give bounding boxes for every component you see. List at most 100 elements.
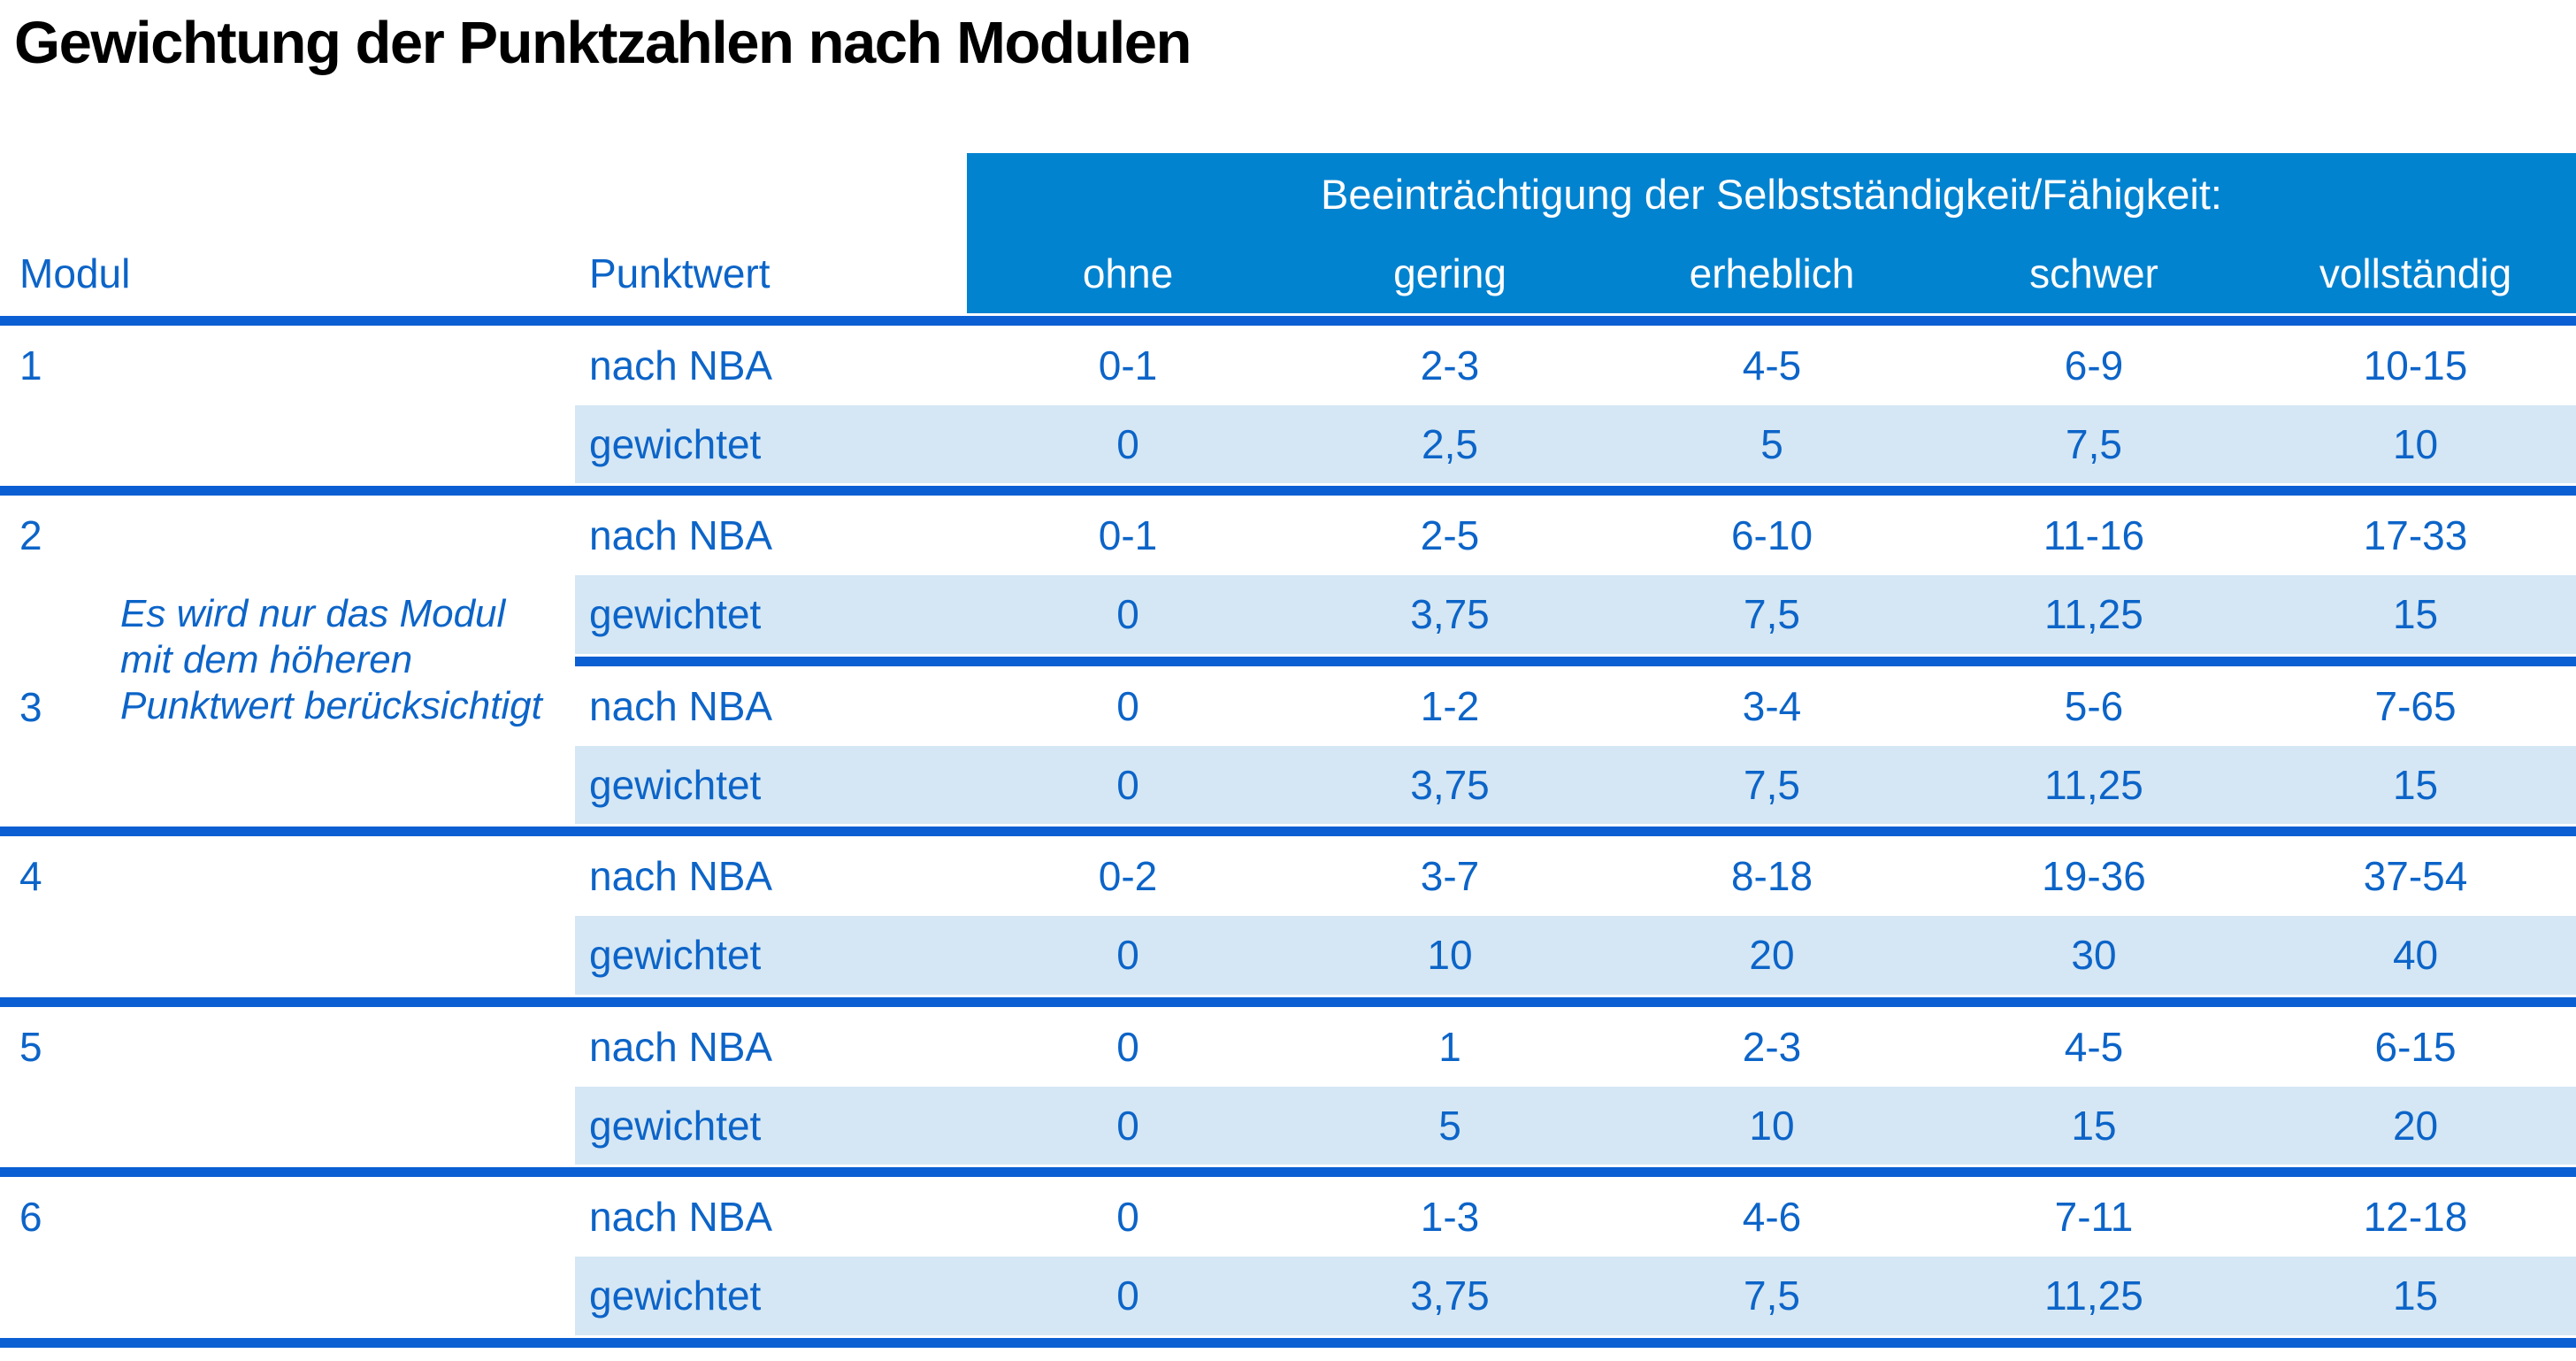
separator-rule	[0, 312, 2576, 326]
table-row-m1-nba: 1 nach NBA 0-1 2-3 4-5 6-9 10-15	[0, 326, 2576, 405]
value-cell: 11,25	[1933, 1257, 2255, 1336]
value-cell: 5	[1289, 1086, 1611, 1166]
value-cell: 7,5	[1611, 575, 1933, 655]
table-row-m6-nba: 6 nach NBA 0 1-3 4-6 7-11 12-18	[0, 1177, 2576, 1257]
column-header-punktwert: Punktwert	[589, 250, 770, 297]
value-cell: 2-3	[1420, 342, 1480, 388]
module-number: 6	[0, 1177, 575, 1336]
value-cell: 20	[1611, 916, 1933, 996]
value-cell: 10	[2255, 404, 2576, 485]
value-cell: 6-10	[1730, 512, 1813, 558]
row-type-label: nach NBA	[589, 682, 773, 729]
value-cell: 0	[1116, 1194, 1139, 1240]
module-number-label: 4	[19, 853, 42, 899]
value-cell: 11,25	[1933, 745, 2255, 826]
value-cell: 0-1	[1098, 512, 1158, 558]
column-header-vollstaendig: vollständig	[2255, 235, 2576, 314]
value-cell: 3,75	[1289, 1257, 1611, 1336]
column-header-ohne: ohne	[967, 235, 1289, 314]
row-type-label: gewichtet	[575, 1086, 967, 1166]
value-cell: 15	[2255, 745, 2576, 826]
module-number: 1	[0, 326, 575, 485]
value-cell: 20	[2255, 1086, 2576, 1166]
note-line: Es wird nur das Modul	[120, 592, 506, 635]
value-cell: 0	[967, 575, 1289, 655]
row-type-label: gewichtet	[575, 916, 967, 996]
table-row-m2-nba: 2 3 Es wird nur das Modul mit dem höhere…	[0, 496, 2576, 730]
value-cell: 0	[967, 745, 1289, 826]
row-type-label: gewichtet	[575, 404, 967, 485]
value-cell: 4-5	[1742, 342, 1802, 388]
table-row-m3-nba: nach NBA 0 1-2 3-4 5-6 7-65	[0, 666, 2576, 746]
column-header-row: Modul Punktwert ohne gering erheblich sc…	[0, 235, 2576, 314]
value-cell: 0	[1116, 1023, 1139, 1070]
value-cell: 7,5	[1933, 404, 2255, 485]
module-number-label: 3	[19, 684, 42, 730]
module-number-label: 6	[19, 1194, 42, 1240]
separator-rule	[0, 824, 2576, 836]
table-row-m2-gewichtet: gewichtet 0 3,75 7,5 11,25 15	[0, 575, 2576, 655]
value-cell: 3-4	[1742, 682, 1802, 729]
value-cell: 2,5	[1289, 404, 1611, 485]
value-cell: 7,5	[1611, 745, 1933, 826]
value-cell: 6-15	[2374, 1023, 2457, 1070]
higher-score-note: Es wird nur das Modul mit dem höheren Pu…	[120, 591, 563, 729]
group-header-label: Beeinträchtigung der Selbstständigkeit/F…	[967, 153, 2576, 235]
group-header-row: Beeinträchtigung der Selbstständigkeit/F…	[0, 153, 2576, 235]
value-cell: 0	[967, 404, 1289, 485]
note-line: mit dem höheren	[120, 638, 413, 681]
module-number-label: 2	[19, 512, 42, 558]
value-cell: 0	[967, 1257, 1289, 1336]
value-cell: 15	[2255, 575, 2576, 655]
table-row-m6-gewichtet: gewichtet 0 3,75 7,5 11,25 15	[0, 1257, 2576, 1336]
value-cell: 12-18	[2363, 1194, 2468, 1240]
value-cell: 10	[1611, 1086, 1933, 1166]
value-cell: 3-7	[1420, 853, 1480, 899]
value-cell: 11-16	[2043, 512, 2145, 558]
bottom-rule	[0, 1334, 2576, 1348]
value-cell: 0	[967, 916, 1289, 996]
row-type-label: nach NBA	[589, 342, 773, 388]
value-cell: 11,25	[1933, 575, 2255, 655]
value-cell: 37-54	[2363, 853, 2468, 899]
value-cell: 2-3	[1742, 1023, 1802, 1070]
table-row-m4-gewichtet: gewichtet 0 10 20 30 40	[0, 916, 2576, 996]
note-line: Punktwert berücksichtigt	[120, 684, 542, 727]
module-number-label: 5	[19, 1023, 42, 1070]
table-row-m5-gewichtet: gewichtet 0 5 10 15 20	[0, 1086, 2576, 1166]
value-cell: 40	[2255, 916, 2576, 996]
value-cell: 10-15	[2363, 342, 2468, 388]
value-cell: 0	[1116, 682, 1139, 729]
group-header-spacer	[0, 153, 967, 235]
row-type-label: nach NBA	[589, 1023, 773, 1070]
row-type-label: gewichtet	[575, 1257, 967, 1336]
value-cell: 3,75	[1289, 575, 1611, 655]
value-cell: 30	[1933, 916, 2255, 996]
page-title: Gewichtung der Punktzahlen nach Modulen	[14, 10, 1192, 76]
row-type-label: nach NBA	[589, 1194, 773, 1240]
value-cell: 0-2	[1098, 853, 1158, 899]
value-cell: 19-36	[2042, 853, 2146, 899]
value-cell: 6-9	[2064, 342, 2124, 388]
row-type-label: gewichtet	[575, 745, 967, 826]
module-number-label: 1	[19, 342, 42, 388]
value-cell: 17-33	[2363, 512, 2468, 558]
column-header-schwer: schwer	[1933, 235, 2255, 314]
table-row-m3-gewichtet: gewichtet 0 3,75 7,5 11,25 15	[0, 745, 2576, 826]
table-row-m4-nba: 4 nach NBA 0-2 3-7 8-18 19-36 37-54	[0, 836, 2576, 916]
column-header-gering: gering	[1289, 235, 1611, 314]
weighting-table: Beeinträchtigung der Selbstständigkeit/F…	[0, 153, 2576, 1348]
value-cell: 1-2	[1420, 682, 1480, 729]
module-number: 4	[0, 836, 575, 996]
value-cell: 3,75	[1289, 745, 1611, 826]
value-cell: 0-1	[1098, 342, 1158, 388]
value-cell: 1	[1438, 1023, 1461, 1070]
value-cell: 7-65	[2374, 682, 2457, 729]
separator-rule	[0, 994, 2576, 1007]
value-cell: 1-3	[1420, 1194, 1480, 1240]
table-row-m5-nba: 5 nach NBA 0 1 2-3 4-5 6-15	[0, 1007, 2576, 1087]
value-cell: 15	[1933, 1086, 2255, 1166]
row-type-label: nach NBA	[589, 512, 773, 558]
separator-rule	[0, 483, 2576, 496]
